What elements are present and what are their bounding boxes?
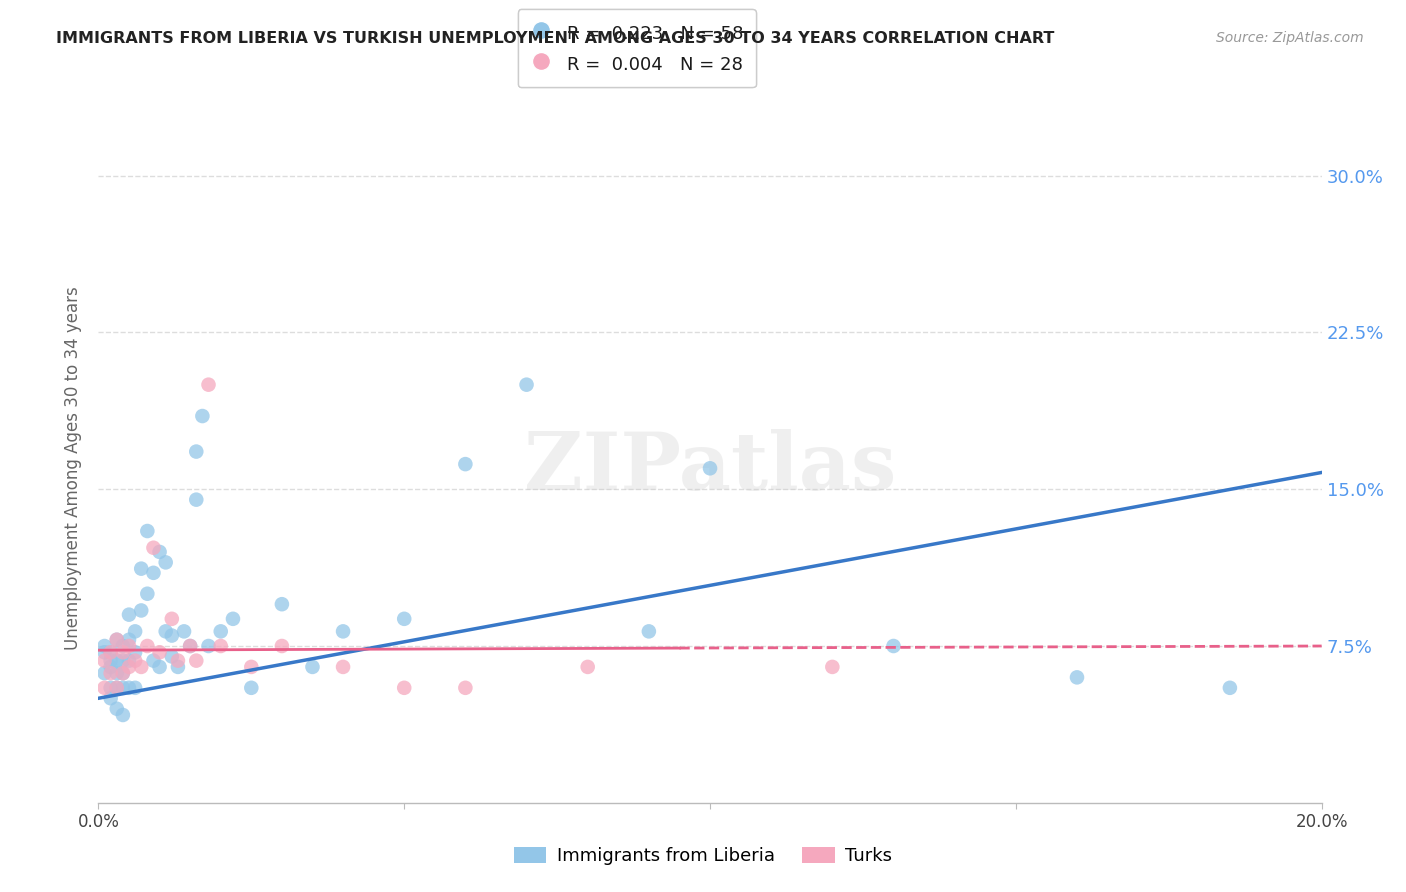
Point bbox=[129, 603, 152, 617]
Point bbox=[186, 492, 208, 507]
Point bbox=[392, 681, 416, 695]
Point bbox=[576, 660, 599, 674]
Point bbox=[129, 562, 152, 576]
Point bbox=[124, 645, 146, 659]
Legend: Immigrants from Liberia, Turks: Immigrants from Liberia, Turks bbox=[505, 838, 901, 874]
Text: ZIPatlas: ZIPatlas bbox=[524, 429, 896, 508]
Point bbox=[118, 660, 141, 674]
Point bbox=[105, 654, 128, 668]
Point bbox=[111, 666, 134, 681]
Point bbox=[186, 444, 208, 458]
Point bbox=[209, 639, 232, 653]
Point bbox=[699, 461, 721, 475]
Point bbox=[155, 624, 177, 639]
Point bbox=[142, 541, 165, 555]
Point bbox=[118, 632, 141, 647]
Point bbox=[111, 645, 134, 659]
Point bbox=[136, 524, 159, 538]
Point bbox=[167, 660, 190, 674]
Point bbox=[100, 645, 122, 659]
Point bbox=[111, 639, 134, 653]
Point bbox=[516, 377, 538, 392]
Point bbox=[173, 624, 195, 639]
Point bbox=[100, 681, 122, 695]
Point bbox=[270, 639, 292, 653]
Point bbox=[149, 660, 172, 674]
Point bbox=[93, 666, 115, 681]
Point bbox=[93, 645, 115, 659]
Point bbox=[142, 654, 165, 668]
Point bbox=[821, 660, 844, 674]
Point bbox=[454, 457, 477, 471]
Y-axis label: Unemployment Among Ages 30 to 34 years: Unemployment Among Ages 30 to 34 years bbox=[65, 286, 83, 650]
Point bbox=[179, 639, 201, 653]
Point bbox=[454, 681, 477, 695]
Point bbox=[105, 681, 128, 695]
Point bbox=[105, 632, 128, 647]
Text: Source: ZipAtlas.com: Source: ZipAtlas.com bbox=[1216, 31, 1364, 45]
Point bbox=[270, 597, 292, 611]
Point bbox=[105, 702, 128, 716]
Point bbox=[883, 639, 905, 653]
Point bbox=[118, 654, 141, 668]
Point bbox=[191, 409, 214, 423]
Legend: R =  0.223   N = 58, R =  0.004   N = 28: R = 0.223 N = 58, R = 0.004 N = 28 bbox=[517, 9, 755, 87]
Point bbox=[136, 639, 159, 653]
Point bbox=[93, 654, 115, 668]
Point bbox=[118, 607, 141, 622]
Point bbox=[136, 587, 159, 601]
Point bbox=[149, 545, 172, 559]
Point bbox=[118, 681, 141, 695]
Point bbox=[100, 645, 122, 659]
Point bbox=[301, 660, 323, 674]
Point bbox=[124, 624, 146, 639]
Point bbox=[160, 649, 183, 664]
Point bbox=[186, 654, 208, 668]
Point bbox=[105, 666, 128, 681]
Point bbox=[124, 681, 146, 695]
Point bbox=[149, 645, 172, 659]
Point bbox=[209, 624, 232, 639]
Point bbox=[332, 660, 354, 674]
Point bbox=[118, 639, 141, 653]
Point bbox=[142, 566, 165, 580]
Point bbox=[179, 639, 201, 653]
Point bbox=[111, 708, 134, 723]
Point bbox=[93, 639, 115, 653]
Point bbox=[637, 624, 661, 639]
Text: IMMIGRANTS FROM LIBERIA VS TURKISH UNEMPLOYMENT AMONG AGES 30 TO 34 YEARS CORREL: IMMIGRANTS FROM LIBERIA VS TURKISH UNEMP… bbox=[56, 31, 1054, 46]
Point bbox=[1066, 670, 1088, 684]
Point bbox=[160, 628, 183, 642]
Point bbox=[100, 666, 122, 681]
Point bbox=[111, 681, 134, 695]
Point bbox=[124, 654, 146, 668]
Point bbox=[160, 612, 183, 626]
Point bbox=[167, 654, 190, 668]
Point bbox=[93, 681, 115, 695]
Point bbox=[392, 612, 416, 626]
Point bbox=[1219, 681, 1241, 695]
Point bbox=[129, 660, 152, 674]
Point bbox=[105, 632, 128, 647]
Point bbox=[332, 624, 354, 639]
Point bbox=[197, 639, 219, 653]
Point bbox=[105, 681, 128, 695]
Point bbox=[100, 654, 122, 668]
Point bbox=[111, 654, 134, 668]
Point bbox=[100, 691, 122, 706]
Point bbox=[240, 681, 263, 695]
Point bbox=[197, 377, 219, 392]
Point bbox=[100, 660, 122, 674]
Point bbox=[111, 666, 134, 681]
Point bbox=[240, 660, 263, 674]
Point bbox=[155, 555, 177, 569]
Point bbox=[222, 612, 245, 626]
